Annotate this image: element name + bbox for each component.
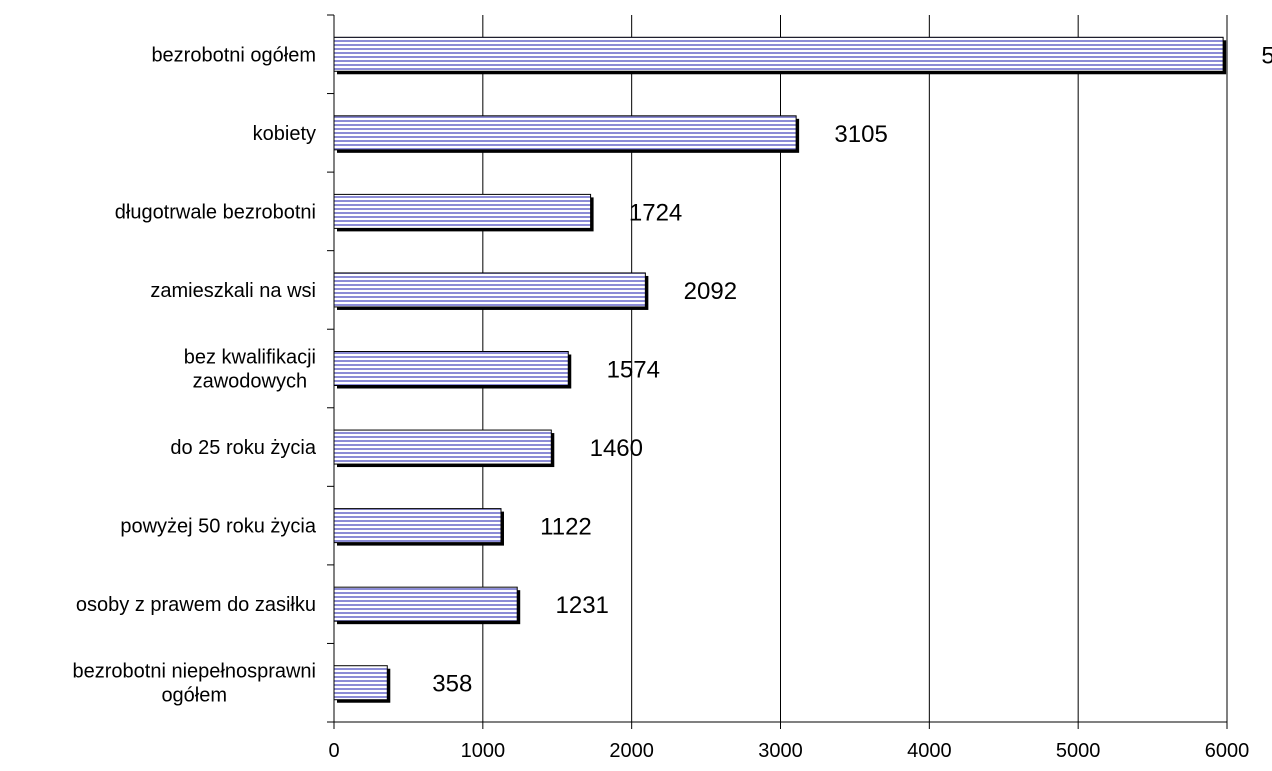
value-label: 1574 — [607, 357, 660, 384]
bars — [333, 36, 1227, 703]
labels: 0 1000 2000 3000 4000 5000 6000 bezrobotni ogół… — [73, 42, 1272, 762]
bar — [333, 193, 592, 229]
category-label: osoby z prawem do zasiłku — [76, 594, 316, 616]
bar — [333, 429, 552, 465]
bar — [333, 351, 569, 386]
value-label: 3105 — [834, 121, 887, 148]
category-label: zawodowych — [193, 371, 308, 393]
x-tick-label: 4000 — [907, 740, 952, 762]
category-label: długotrwale bezrobotni — [115, 201, 316, 223]
category-label: bezrobotni ogółem — [151, 44, 316, 66]
bar — [333, 272, 646, 308]
x-tick-label: 0 — [328, 740, 339, 762]
bar — [333, 508, 502, 544]
value-label: 1460 — [590, 435, 643, 462]
x-tick-label: 2000 — [609, 740, 654, 762]
value-label: 1231 — [556, 592, 609, 619]
value-label: 1122 — [540, 514, 592, 541]
category-label: bez kwalifikacji — [184, 347, 316, 369]
category-label: zamieszkali na wsi — [150, 280, 316, 302]
bar — [333, 665, 388, 701]
x-tick-label: 3000 — [758, 740, 803, 762]
x-tick-label: 5000 — [1056, 740, 1101, 762]
x-tick-label: 1000 — [461, 740, 506, 762]
category-label: do 25 roku życia — [170, 437, 317, 459]
x-tick-label: 6000 — [1205, 740, 1250, 762]
category-label: kobiety — [253, 123, 316, 145]
category-label: powyżej 50 roku życia — [120, 516, 317, 538]
value-label: 358 — [432, 671, 472, 698]
value-label: 5974 — [1261, 42, 1272, 69]
value-label: 2092 — [684, 278, 737, 305]
category-label: ogółem — [161, 685, 227, 707]
bar — [333, 36, 1224, 72]
value-label: 1724 — [629, 199, 682, 226]
bar — [333, 115, 797, 151]
category-label: bezrobotni niepełnosprawni — [73, 661, 317, 683]
bar — [333, 586, 518, 622]
